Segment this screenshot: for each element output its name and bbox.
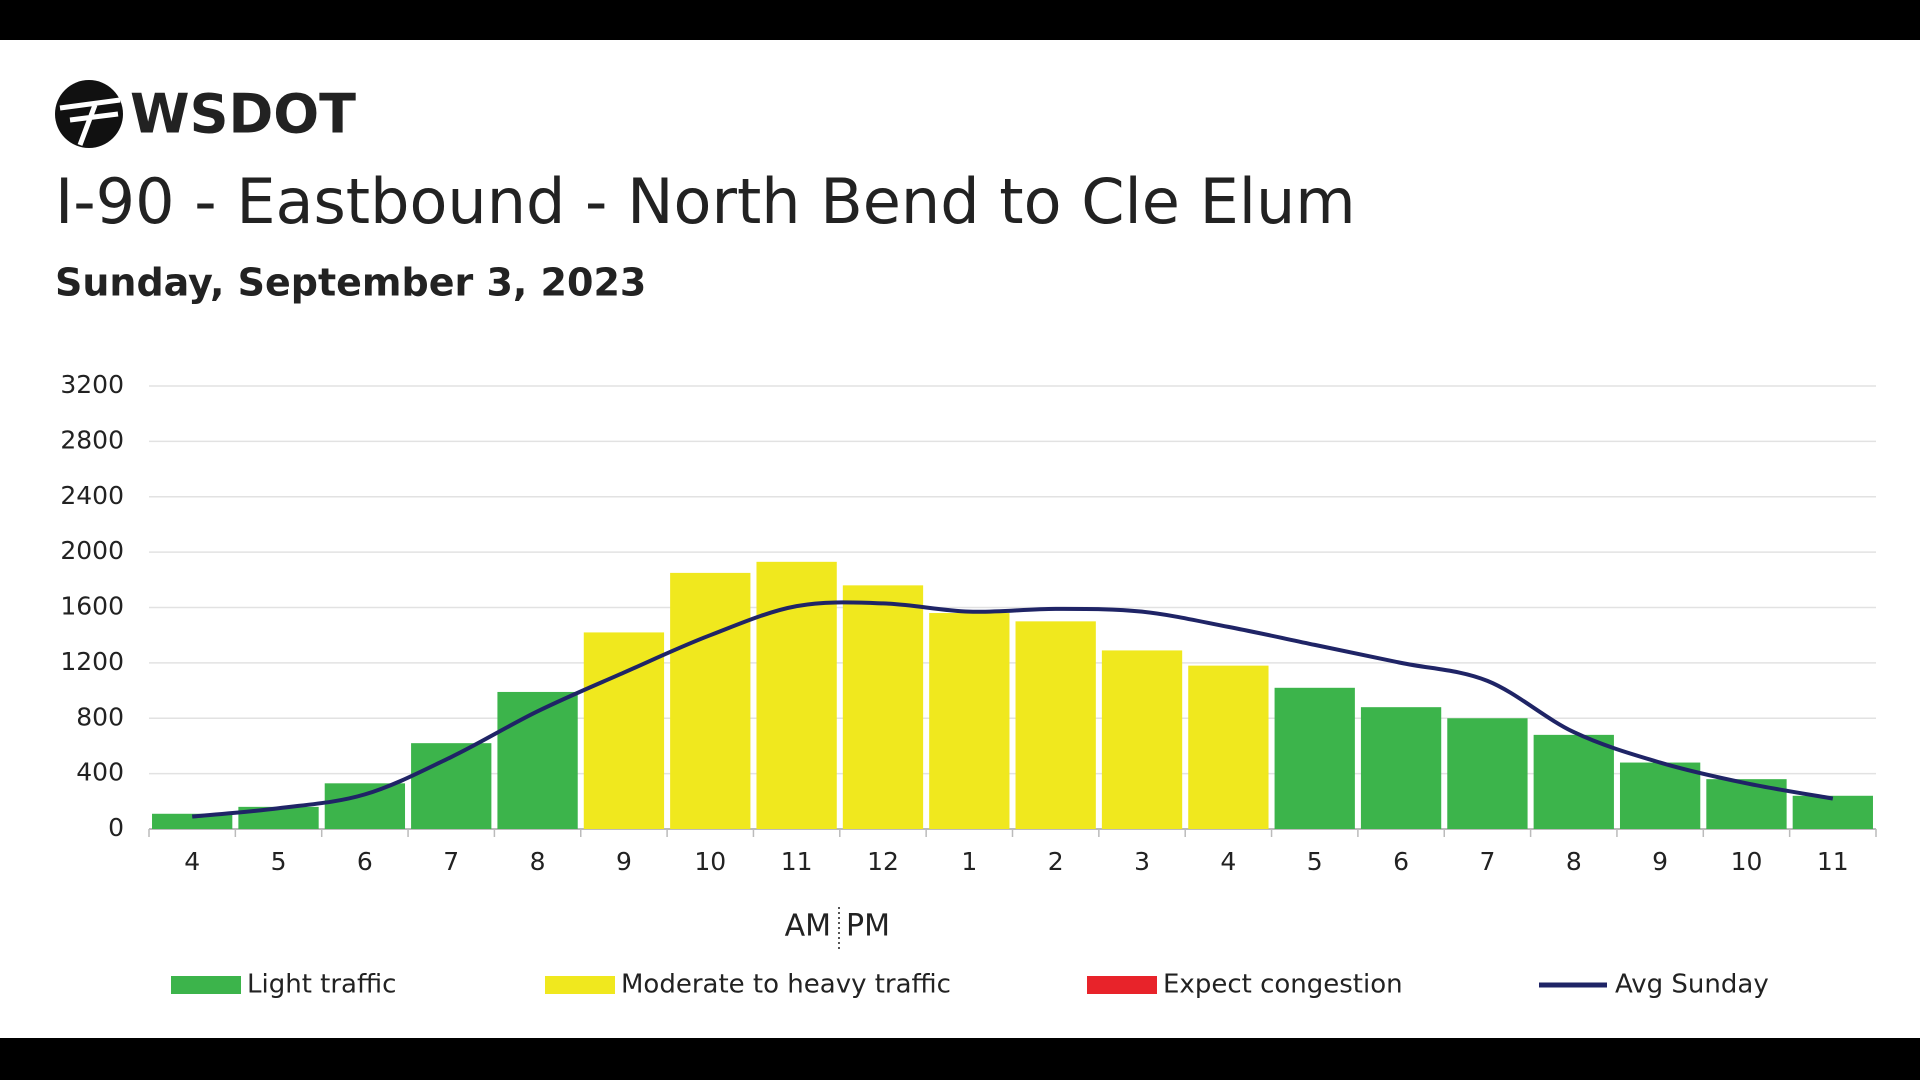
x-tick-label: 5 xyxy=(1307,847,1323,876)
x-tick-label: 4 xyxy=(1220,847,1236,876)
x-tick-label: 11 xyxy=(1817,847,1849,876)
y-tick-label: 0 xyxy=(108,813,124,842)
y-tick-label: 1200 xyxy=(60,647,124,676)
bar xyxy=(1274,687,1355,829)
x-tick-label: 10 xyxy=(1731,847,1763,876)
logo-icon-lines xyxy=(59,97,121,146)
y-tick-label: 2400 xyxy=(60,481,124,510)
x-tick-label: 6 xyxy=(357,847,373,876)
x-tick-label: 9 xyxy=(1652,847,1668,876)
bar xyxy=(1619,762,1701,829)
bar xyxy=(497,691,578,829)
y-tick-label: 3200 xyxy=(60,370,124,399)
x-tick-label: 4 xyxy=(184,847,200,876)
legend-label: Avg Sunday xyxy=(1615,970,1769,1000)
bar xyxy=(1188,665,1269,829)
bar xyxy=(1533,734,1614,829)
bar xyxy=(583,632,665,829)
legend-label: Light traffic xyxy=(247,970,396,1000)
y-tick-label: 400 xyxy=(76,758,124,787)
x-annotation: AM xyxy=(785,909,831,944)
x-tick-label: 2 xyxy=(1048,847,1064,876)
y-tick-label: 2800 xyxy=(60,425,124,454)
bar xyxy=(1360,707,1442,829)
chart-subtitle: Sunday, September 3, 2023 xyxy=(55,261,646,305)
x-tick-label: 8 xyxy=(1566,847,1582,876)
bar xyxy=(842,585,924,829)
bar xyxy=(929,613,1010,829)
y-tick-label: 1600 xyxy=(60,592,124,621)
line xyxy=(191,600,1834,819)
legend-swatch xyxy=(1087,976,1157,994)
bar xyxy=(1101,650,1183,829)
logo-text: WSDOT xyxy=(130,83,356,146)
chart-title: I-90 - Eastbound - North Bend to Cle Elu… xyxy=(55,165,1356,238)
bar xyxy=(324,783,406,829)
x-tick-label: 10 xyxy=(694,847,726,876)
x-tick-label: 7 xyxy=(1479,847,1495,876)
bar xyxy=(152,813,233,829)
y-tick-label: 800 xyxy=(76,702,124,731)
x-tick-label: 11 xyxy=(781,847,813,876)
x-tick-label: 1 xyxy=(961,847,977,876)
bar xyxy=(1015,621,1096,829)
x-tick-label: 5 xyxy=(271,847,287,876)
x-tick-label: 9 xyxy=(616,847,632,876)
legend-swatch xyxy=(171,976,241,994)
x-tick-label: 7 xyxy=(443,847,459,876)
bar xyxy=(1447,718,1528,829)
x-tick-label: 8 xyxy=(530,847,546,876)
x-tick-label: 12 xyxy=(867,847,899,876)
legend-swatch xyxy=(545,976,615,994)
x-annotation: PM xyxy=(846,909,890,944)
background xyxy=(0,40,1920,1038)
bar xyxy=(1792,795,1873,829)
logo: WSDOT xyxy=(55,80,356,148)
x-tick-label: 6 xyxy=(1393,847,1409,876)
legend-label: Moderate to heavy traffic xyxy=(621,970,951,1000)
legend-label: Expect congestion xyxy=(1163,970,1403,1000)
bar xyxy=(670,572,751,829)
y-tick-label: 2000 xyxy=(60,536,124,565)
x-tick-label: 3 xyxy=(1134,847,1150,876)
